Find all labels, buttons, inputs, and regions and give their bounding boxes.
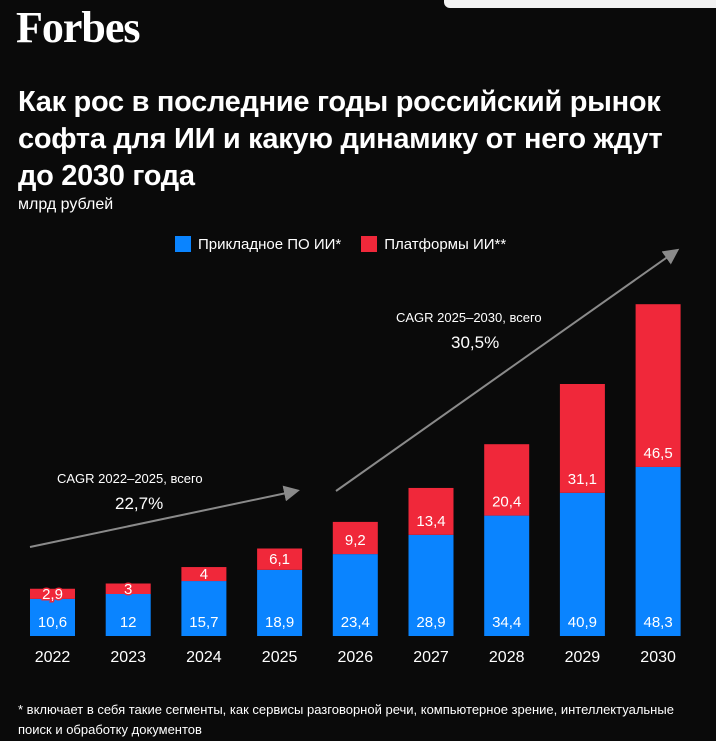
label-applied-2025: 18,9 [265, 614, 294, 631]
bar-platforms-2028 [484, 444, 530, 516]
bar-platforms-2030 [635, 304, 681, 467]
footnote: * включает в себя такие сегменты, как се… [18, 702, 674, 737]
legend-swatch-platforms [361, 236, 378, 252]
bar-applied-2023 [105, 594, 151, 636]
bar-applied-2024 [181, 581, 227, 636]
bar-platforms-2025 [257, 548, 303, 570]
label-platforms-2025: 6,1 [269, 551, 290, 568]
legend: Прикладное ПО ИИ* Платформы ИИ** [175, 234, 526, 254]
cagr-value-2025-2030: 30,5% [451, 333, 499, 352]
bar-applied-2030 [635, 466, 681, 636]
label-applied-2023: 12 [120, 614, 137, 631]
chart-title: Как рос в последние годы российский рыно… [18, 86, 663, 192]
x-tick-2022: 2022 [35, 649, 71, 666]
bars-group [30, 304, 681, 636]
label-platforms-2029: 31,1 [568, 471, 597, 488]
bar-platforms-2026 [332, 521, 378, 555]
bar-applied-2026 [332, 554, 378, 636]
x-tick-2026: 2026 [338, 649, 374, 666]
legend-label-platforms: Платформы ИИ** [384, 235, 507, 253]
cagr-value-2022-2025: 22,7% [115, 494, 163, 513]
legend-label-applied: Прикладное ПО ИИ* [198, 235, 342, 253]
forbes-logo: Forbes [16, 3, 141, 52]
labels-group: 10,6 2,9 12 3 15,7 4 18,9 6,1 23,4 9,2 28,9 13,4 34,… [38, 445, 673, 631]
bar-applied-2028 [484, 515, 530, 636]
label-platforms-2028: 20,4 [492, 494, 521, 511]
bar-platforms-2023 [105, 583, 151, 594]
label-applied-2024: 15,7 [189, 614, 218, 631]
cagr-label-2022-2025: CAGR 2022–2025, всего [57, 471, 203, 486]
bar-applied-2025 [257, 569, 303, 636]
x-tick-2025: 2025 [262, 649, 298, 666]
legend-item-applied: Прикладное ПО ИИ* [175, 236, 341, 253]
label-platforms-2024: 4 [200, 566, 208, 583]
label-platforms-2022: 2,9 [42, 586, 63, 603]
cagr-label-2025-2030: CAGR 2025–2030, всего [396, 310, 542, 325]
bar-platforms-2027 [408, 487, 454, 535]
x-tick-2027: 2027 [413, 649, 449, 666]
cagr-arrow-2022-2025 [29, 485, 300, 548]
bar-platforms-2022 [30, 588, 75, 599]
label-platforms-2026: 9,2 [345, 532, 366, 549]
x-tick-2030: 2030 [640, 649, 676, 666]
label-applied-2028: 34,4 [492, 614, 521, 631]
bar-platforms-2024 [181, 567, 227, 582]
label-platforms-2023: 3 [124, 581, 132, 598]
cagr-arrow-2025-2030 [335, 248, 680, 492]
bar-platforms-2029 [559, 384, 605, 493]
label-applied-2026: 23,4 [341, 614, 370, 631]
bar-applied-2027 [408, 534, 454, 636]
bar-applied-2022 [30, 598, 75, 636]
bar-applied-2029 [559, 492, 605, 636]
legend-item-platforms: Платформы ИИ** [361, 236, 506, 253]
label-applied-2022: 10,6 [38, 614, 67, 631]
x-tick-2023: 2023 [110, 649, 146, 666]
x-tick-2024: 2024 [186, 649, 222, 666]
label-applied-2029: 40,9 [568, 614, 597, 631]
x-tick-2029: 2029 [565, 649, 601, 666]
label-platforms-2030: 46,5 [643, 445, 672, 462]
label-applied-2027: 28,9 [416, 614, 445, 631]
unit-label: млрд рублей [18, 196, 114, 213]
top-white-strip [444, 0, 716, 8]
legend-swatch-applied [175, 236, 191, 252]
label-platforms-2027: 13,4 [416, 513, 445, 530]
x-tick-2028: 2028 [489, 649, 525, 666]
x-axis-ticks: 2022 2023 2024 2025 2026 2027 2028 2029 2030 [35, 649, 676, 666]
label-applied-2030: 48,3 [643, 614, 672, 631]
